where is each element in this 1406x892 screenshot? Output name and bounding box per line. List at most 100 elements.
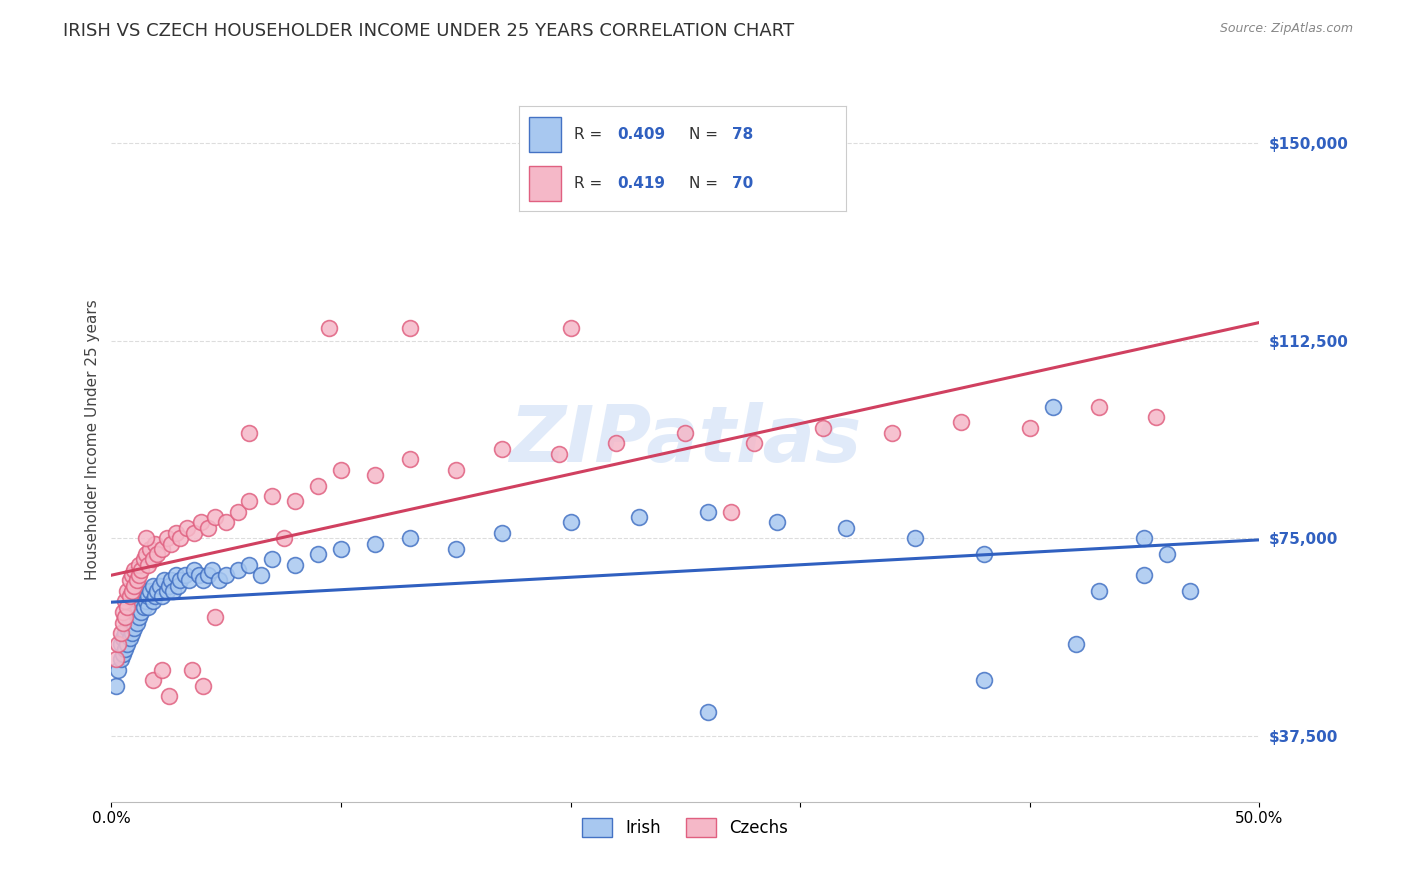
Point (157, 690, 180, 704)
Point (1180, 583, 1202, 598)
Point (124, 605, 146, 619)
Point (114, 594, 136, 608)
Point (284, 558, 307, 572)
Point (118, 574, 141, 588)
Point (187, 568, 209, 582)
Point (142, 594, 165, 608)
Point (183, 563, 205, 577)
Point (1087, 583, 1109, 598)
Point (136, 589, 159, 603)
Point (560, 320, 582, 334)
Point (318, 320, 340, 334)
Point (398, 531, 420, 545)
Point (238, 558, 260, 572)
Point (169, 574, 191, 588)
Point (121, 610, 143, 624)
Point (142, 552, 165, 566)
Point (139, 583, 162, 598)
Point (150, 541, 173, 556)
Point (110, 626, 132, 640)
Point (125, 599, 148, 614)
Point (904, 531, 927, 545)
Point (193, 574, 215, 588)
Point (129, 563, 152, 577)
Point (135, 594, 157, 608)
Point (1042, 400, 1064, 414)
Point (142, 579, 165, 593)
Point (973, 547, 995, 561)
Point (444, 541, 467, 556)
Point (1133, 568, 1156, 582)
Point (201, 563, 224, 577)
Point (117, 637, 139, 651)
Point (190, 516, 212, 530)
Point (150, 663, 173, 677)
Point (560, 516, 582, 530)
Point (973, 673, 995, 688)
Point (197, 568, 219, 582)
Point (1144, 410, 1167, 425)
Point (1087, 400, 1109, 414)
Point (135, 531, 157, 545)
Point (128, 594, 150, 608)
Point (880, 425, 903, 440)
Point (107, 637, 129, 651)
Point (124, 563, 146, 577)
Point (110, 652, 132, 666)
Point (307, 478, 329, 492)
Point (697, 505, 720, 519)
Point (143, 589, 166, 603)
Point (135, 547, 157, 561)
Point (143, 536, 166, 550)
Point (105, 652, 128, 666)
Point (146, 583, 169, 598)
Point (110, 637, 132, 651)
Point (330, 463, 353, 477)
Point (132, 599, 155, 614)
Point (491, 442, 513, 456)
Point (136, 599, 159, 614)
Point (150, 589, 173, 603)
Point (766, 516, 789, 530)
Point (149, 579, 172, 593)
Point (215, 516, 238, 530)
Point (167, 579, 190, 593)
Point (107, 663, 129, 677)
Point (146, 547, 169, 561)
Point (307, 547, 329, 561)
Point (215, 568, 238, 582)
Point (238, 494, 260, 508)
Point (121, 626, 143, 640)
Point (153, 574, 176, 588)
Point (125, 615, 148, 630)
Point (364, 536, 387, 550)
Point (132, 552, 155, 566)
Point (949, 416, 972, 430)
Y-axis label: Householder Income Under 25 years: Householder Income Under 25 years (86, 299, 100, 580)
Point (118, 632, 141, 646)
Point (129, 605, 152, 619)
Point (548, 447, 571, 461)
Point (173, 568, 195, 582)
Point (179, 574, 201, 588)
Point (444, 463, 467, 477)
Point (111, 647, 134, 661)
Point (720, 505, 742, 519)
Point (226, 505, 249, 519)
Point (273, 531, 295, 545)
Point (238, 425, 260, 440)
Point (121, 583, 143, 598)
Point (105, 679, 128, 693)
Point (1064, 637, 1087, 651)
Legend: Irish, Czechs: Irish, Czechs (575, 812, 794, 844)
Point (111, 605, 134, 619)
Text: Source: ZipAtlas.com: Source: ZipAtlas.com (1219, 22, 1353, 36)
Point (121, 568, 143, 582)
Point (128, 558, 150, 572)
Point (114, 626, 136, 640)
Point (117, 583, 139, 598)
Point (204, 510, 226, 524)
Point (142, 673, 165, 688)
Point (811, 420, 834, 434)
Point (125, 574, 148, 588)
